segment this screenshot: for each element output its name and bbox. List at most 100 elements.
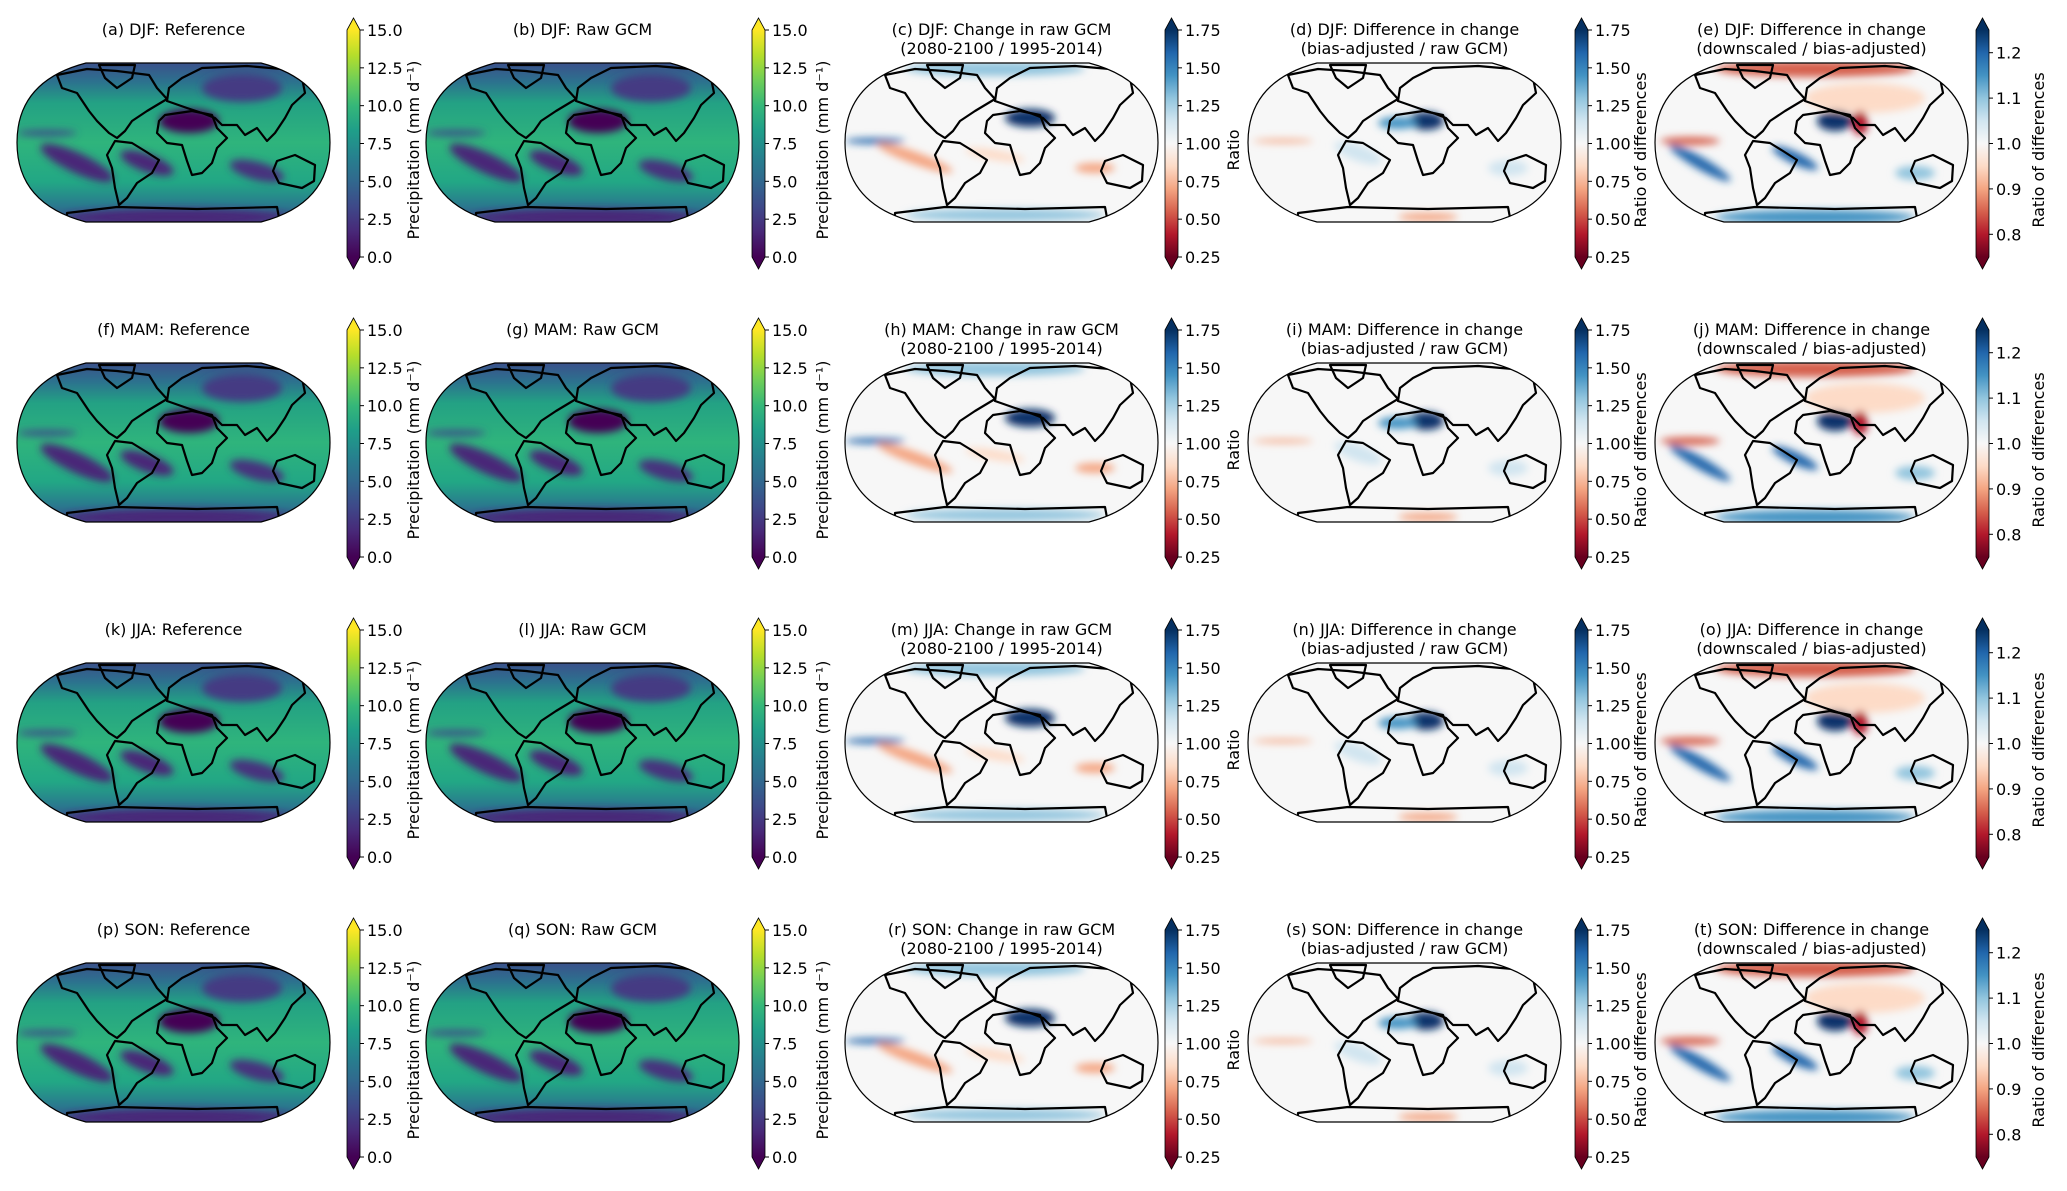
map-field: [426, 363, 739, 522]
coastline-greenland: [97, 663, 137, 690]
colorbar-tick-label: 10.0: [367, 97, 403, 116]
colorbar: 0.0 2.5 5.0 7.5 10.0 12.5 15.0 Precipitation (m…: [751, 917, 832, 1170]
coastline-greenland: [97, 63, 137, 90]
coastline-australia: [271, 1053, 317, 1090]
coastline-australia: [1502, 753, 1548, 790]
field-anomaly: [1378, 417, 1418, 429]
field-anomaly: [1715, 210, 1915, 222]
colorbar: 0.25 0.50 0.75 1.00 1.25 1.50 1.75 Ratio of dif…: [1574, 17, 1650, 270]
coastline-greenland: [1328, 363, 1368, 390]
coastline-antarctica: [65, 205, 282, 222]
coastline-greenland: [97, 963, 137, 990]
field-anomaly: [1075, 163, 1115, 173]
coastline-australia: [680, 753, 726, 790]
coastline-australia: [271, 753, 317, 790]
panel-title: (e) DJF: Difference in change: [1697, 20, 1926, 39]
panel-title: (2080-2100 / 1995-2014): [900, 639, 1102, 658]
coastline-eurasia: [165, 964, 307, 1043]
colorbar-label: Precipitation (mm d⁻¹): [404, 61, 423, 240]
colorbar-tick-label: 15.0: [772, 921, 808, 940]
map-boundary: [844, 962, 1159, 1123]
colorbar-tick-label: 0.50: [1185, 1110, 1221, 1129]
colorbar-gradient: [1976, 330, 1989, 557]
field-anomaly: [67, 1109, 287, 1122]
field-anomaly: [17, 730, 77, 736]
colorbar-tick-label: 12.5: [772, 59, 808, 78]
field-anomaly: [1075, 463, 1115, 473]
colorbar-tick-label: 5.0: [367, 472, 392, 491]
colorbar-label: Ratio of differences: [1631, 72, 1650, 227]
map: [844, 962, 1159, 1123]
colorbar-label: Ratio of differences: [1631, 372, 1650, 527]
coastline-south-america: [514, 1039, 570, 1107]
coastline-south-america: [105, 139, 161, 207]
field-anomaly: [1334, 1041, 1382, 1065]
coastline-south-america: [933, 139, 989, 207]
map-boundary: [844, 62, 1159, 223]
field-anomaly: [159, 709, 219, 733]
coastline-greenland: [1735, 63, 1775, 90]
field-anomaly: [449, 143, 523, 183]
colorbar-tick-label: 0.50: [1595, 1110, 1631, 1129]
coastline-eurasia: [993, 964, 1135, 1043]
colorbar-tick-label: 12.5: [772, 959, 808, 978]
coastline-greenland: [1328, 663, 1368, 690]
field-anomaly: [1253, 439, 1313, 443]
colorbar-tick-label: 1.0: [1996, 135, 2021, 154]
coastline-south-america: [933, 439, 989, 507]
field-anomaly: [877, 443, 953, 473]
colorbar-tick-label: 1.75: [1595, 621, 1631, 640]
coastline-africa: [155, 709, 229, 777]
colorbar-tick-label: 1.75: [1185, 621, 1221, 640]
colorbar-extend-min: [752, 557, 765, 569]
field-anomaly: [159, 409, 219, 433]
coastline-antarctica: [893, 1105, 1110, 1122]
colorbar-gradient: [752, 30, 765, 257]
colorbar-tick-label: 1.25: [1185, 997, 1221, 1016]
field-anomaly: [1075, 763, 1115, 773]
colorbar-tick-label: 0.0: [772, 248, 797, 267]
colorbar-tick-label: 0.25: [1595, 848, 1631, 867]
field-anomaly: [40, 1043, 114, 1083]
colorbar-tick-label: 5.0: [367, 172, 392, 191]
field-anomaly: [229, 459, 285, 483]
coastline-eurasia: [993, 364, 1135, 443]
map: [16, 362, 331, 523]
coastline-africa: [155, 109, 229, 177]
panel-title: (downscaled / bias-adjusted): [1696, 39, 1926, 58]
field-anomaly: [17, 1030, 77, 1036]
coastline-eurasia: [574, 64, 716, 143]
coastline-africa: [564, 1009, 638, 1077]
colorbar-extend-min: [1575, 257, 1588, 269]
field-anomaly: [159, 1009, 219, 1033]
panel-j: (j) MAM: Difference in change(downscaled…: [1654, 317, 2048, 570]
field-anomaly: [1805, 983, 1925, 1013]
panel-title: (d) DJF: Difference in change: [1290, 20, 1519, 39]
colorbar-tick-label: 0.25: [1595, 548, 1631, 567]
field-anomaly: [965, 147, 1025, 163]
colorbar-tick-label: 10.0: [367, 997, 403, 1016]
colorbar: 0.25 0.50 0.75 1.00 1.25 1.50 1.75 Ratio: [1164, 617, 1243, 870]
panel-title: (2080-2100 / 1995-2014): [900, 39, 1102, 58]
colorbar-extend-min: [347, 1157, 360, 1169]
colorbar-extend-min: [347, 857, 360, 869]
colorbar-tick-label: 1.2: [1996, 944, 2021, 963]
panel-title: (c) DJF: Change in raw GCM: [892, 20, 1112, 39]
colorbar-extend-max: [1165, 618, 1178, 630]
field-anomaly: [568, 409, 628, 433]
map-boundary: [16, 62, 331, 223]
colorbar-extend-max: [347, 918, 360, 930]
colorbar-tick-label: 1.1: [1996, 989, 2021, 1008]
field-anomaly: [229, 159, 285, 183]
colorbar-tick-label: 1.2: [1996, 44, 2021, 63]
colorbar-tick-label: 0.75: [1185, 1072, 1221, 1091]
panel-title: (i) MAM: Difference in change: [1286, 320, 1523, 339]
coastline-eurasia: [993, 664, 1135, 743]
map-field: [17, 363, 330, 522]
field-anomaly: [1408, 112, 1444, 130]
coastline-australia: [1502, 453, 1548, 490]
coastline-greenland: [925, 363, 965, 390]
field-anomaly: [638, 759, 694, 783]
panel-title: (s) SON: Difference in change: [1286, 920, 1523, 939]
map-boundary: [425, 662, 740, 823]
